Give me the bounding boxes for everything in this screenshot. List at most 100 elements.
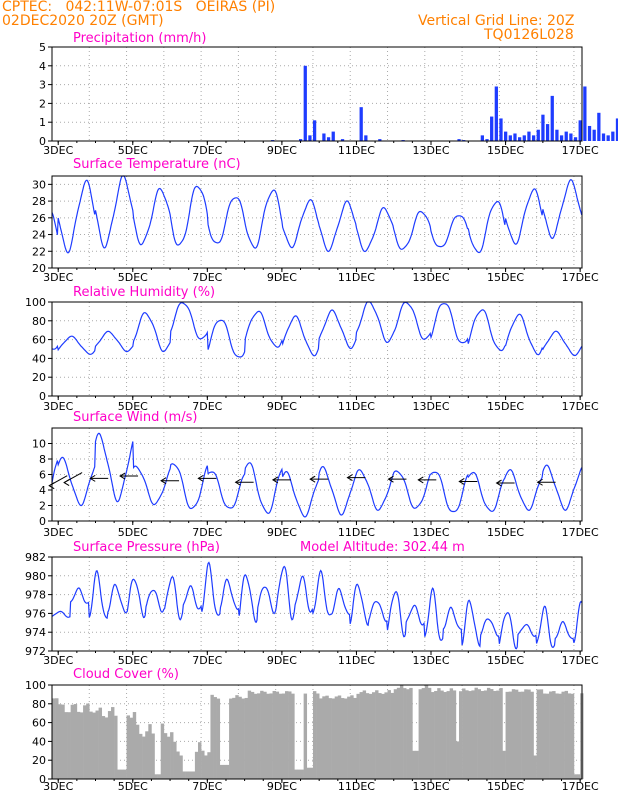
cloud-cover-bar	[499, 688, 503, 779]
precip-bar	[555, 129, 559, 141]
precipitation-panel: 0 1 2 3 4 5 3DEC 5DEC 7DEC 9DEC 11DEC 13DEC 15DEC 17D…	[39, 31, 618, 157]
cloud-cover-bar	[387, 690, 391, 779]
cloud-cover-bar	[86, 703, 90, 779]
wind-ytick-label: 8	[39, 453, 46, 466]
cloud-cover-ytick-label: 100	[25, 679, 46, 692]
cloud-cover-bar	[188, 771, 193, 779]
precipitation-ytick-label: 5	[39, 41, 46, 54]
cloud-cover-bar	[281, 693, 286, 779]
cloud-cover-bar	[322, 696, 326, 779]
cloud-cover-xtick-label: 3DEC	[43, 780, 73, 793]
pressure-ytick-label: 982	[25, 551, 46, 564]
cloud-cover-bar	[222, 764, 227, 779]
precip-bar	[597, 112, 601, 141]
cloud-cover-bar	[266, 693, 270, 779]
pressure-xtick-label: 13DEC	[412, 654, 449, 667]
cloud-cover-bar	[191, 771, 196, 779]
cloud-cover-bar	[151, 733, 155, 779]
precip-bar	[504, 131, 508, 141]
precip-bar	[457, 139, 461, 141]
precip-bar	[359, 107, 363, 141]
humidity-xtick-label: 13DEC	[412, 400, 449, 413]
precip-bar	[326, 137, 331, 141]
humidity-ytick-label: 100	[25, 296, 46, 309]
temperature-xtick-label: 5DEC	[118, 271, 148, 284]
cloud-cover-bar	[493, 690, 497, 779]
cloud-cover-bar	[443, 692, 447, 779]
precipitation-plot-border	[51, 46, 583, 142]
wind-arrow-head	[63, 479, 70, 487]
precipitation-ytick-label: 4	[39, 60, 46, 73]
wind-arrow-head	[417, 476, 424, 484]
wind-xtick-label: 11DEC	[338, 526, 375, 539]
cloud-cover-bar	[514, 689, 519, 779]
cloud-cover-bar	[297, 769, 301, 779]
cloud-cover-bar	[496, 690, 500, 779]
cloud-cover-bar	[55, 698, 59, 779]
cloud-cover-bar	[384, 692, 388, 779]
cloud-cover-bar	[111, 707, 115, 779]
cloud-cover-bar	[511, 689, 516, 779]
cloud-cover-bar	[455, 741, 460, 779]
precipitation-xtick-label: 13DEC	[412, 144, 449, 157]
temperature-plot-border	[51, 175, 583, 269]
cloud-cover-bar	[160, 723, 165, 779]
cloud-cover-bar	[170, 732, 174, 779]
wind-xtick-label: 17DEC	[562, 526, 599, 539]
cloud-cover-bar	[253, 693, 258, 779]
cloud-cover-ytick-label: 20	[32, 754, 46, 767]
cloud-cover-bar	[396, 687, 401, 779]
header-location: CPTEC: 042:11W-07:01S OEIRAS (PI)	[2, 0, 276, 15]
cloud-cover-bar	[247, 690, 252, 779]
cloud-cover-bar	[434, 690, 438, 779]
wind-arrow-head	[119, 472, 126, 480]
precip-bar	[298, 139, 303, 141]
wind-arrow-head	[309, 475, 316, 483]
cloud-cover-bar	[567, 693, 572, 779]
cloud-cover-bar	[120, 769, 124, 779]
wind-arrow-head	[48, 482, 55, 490]
precip-bar	[364, 135, 368, 141]
pressure-panel: 972 974 976 978 980 982 3DEC 5DEC 7DEC 9DEC 11DEC 1…	[25, 540, 599, 667]
header-model-id: TQ0126L028	[484, 27, 574, 43]
cloud-cover-bar	[353, 697, 357, 779]
precipitation-xtick-label: 5DEC	[118, 144, 148, 157]
cloud-cover-bar	[123, 769, 127, 779]
precip-bar	[508, 135, 512, 141]
cloud-cover-bar	[232, 697, 236, 779]
wind-arrow-head	[271, 476, 279, 484]
cloud-cover-bar	[474, 687, 478, 779]
precip-bar	[587, 125, 592, 141]
cloud-cover-bar	[138, 733, 143, 779]
precipitation-xtick-label: 9DEC	[267, 144, 297, 157]
cloud-cover-bar	[502, 750, 506, 779]
cloud-cover-bar	[347, 696, 351, 779]
wind-ytick-label: 6	[39, 469, 46, 482]
humidity-ytick-label: 20	[32, 371, 46, 384]
cloud-cover-bar	[219, 764, 224, 779]
cloud-cover-bar	[67, 712, 71, 779]
cloud-cover-bar	[148, 724, 152, 779]
pressure-ytick-label: 972	[25, 645, 46, 658]
cloud-cover-bar	[458, 691, 463, 779]
cloud-cover-bar	[468, 691, 472, 779]
cloud-cover-bar	[412, 750, 416, 779]
humidity-ytick-label: 60	[32, 334, 46, 347]
temperature-ytick-label: 22	[32, 245, 46, 258]
wind-arrow-head	[197, 474, 204, 482]
cloud-cover-bar	[549, 691, 553, 779]
wind-arrow-head	[387, 475, 394, 483]
precip-bar	[606, 135, 610, 141]
cloud-cover-bar	[325, 695, 329, 779]
cloud-cover-bar	[257, 693, 261, 779]
cloud-cover-bar	[241, 698, 245, 779]
precip-bar	[378, 139, 382, 141]
cloud-cover-bar	[403, 688, 407, 779]
cloud-cover-bar	[558, 693, 562, 779]
cloud-cover-bar	[216, 698, 221, 779]
temperature-ytick-label: 30	[32, 178, 46, 191]
precip-bar	[494, 86, 498, 141]
wind-ytick-label: 0	[39, 515, 46, 528]
precip-bar	[564, 131, 568, 141]
cloud-cover-bar	[415, 750, 419, 779]
